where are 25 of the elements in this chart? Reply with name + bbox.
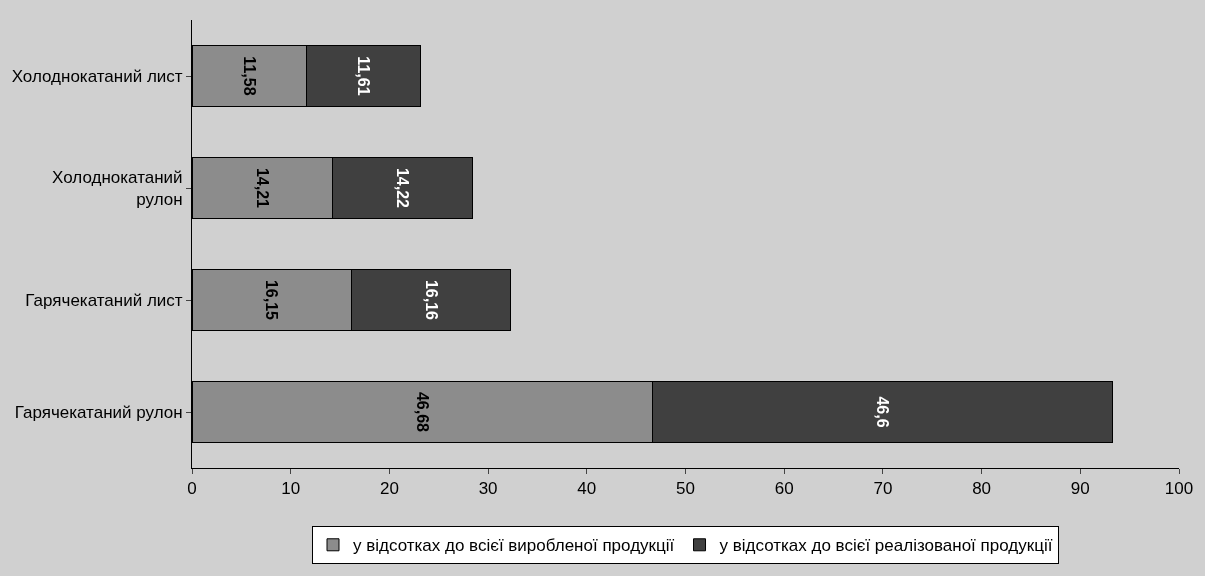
x-tick-label: 70: [873, 479, 893, 499]
y-tick-label: Холоднокатаний лист: [11, 66, 183, 86]
y-tick-label: Холоднокатаний рулон: [52, 167, 183, 209]
x-tick-label: 10: [281, 479, 301, 499]
legend-label: у відсотках до всієї виробленої продукції: [353, 536, 675, 556]
data-label: 11,61: [355, 56, 373, 96]
x-tick-label: 90: [1070, 479, 1090, 499]
legend-label: у відсотках до всієї реалізованої продукції: [719, 536, 1053, 556]
y-tick-label: Гарячекатаний лист: [25, 290, 183, 310]
data-label: 16,16: [422, 279, 440, 321]
x-tick-label: 100: [1164, 479, 1194, 499]
x-tick-label: 40: [577, 479, 597, 499]
y-tick-label: Гарячекатаний рулон: [14, 402, 183, 422]
x-tick-label: 0: [187, 479, 197, 499]
x-tick-label: 20: [379, 479, 399, 499]
data-label: 14,22: [393, 167, 411, 209]
data-label: 46,68: [413, 391, 431, 433]
x-tick-label: 60: [774, 479, 794, 499]
data-label: 16,15: [263, 279, 281, 321]
data-label: 46,6: [874, 396, 892, 428]
data-label: 14,21: [253, 167, 271, 209]
data-label: 11,58: [240, 56, 258, 96]
x-tick-label: 50: [676, 479, 695, 499]
x-tick-label: 30: [478, 479, 498, 499]
x-tick-label: 80: [972, 479, 992, 499]
